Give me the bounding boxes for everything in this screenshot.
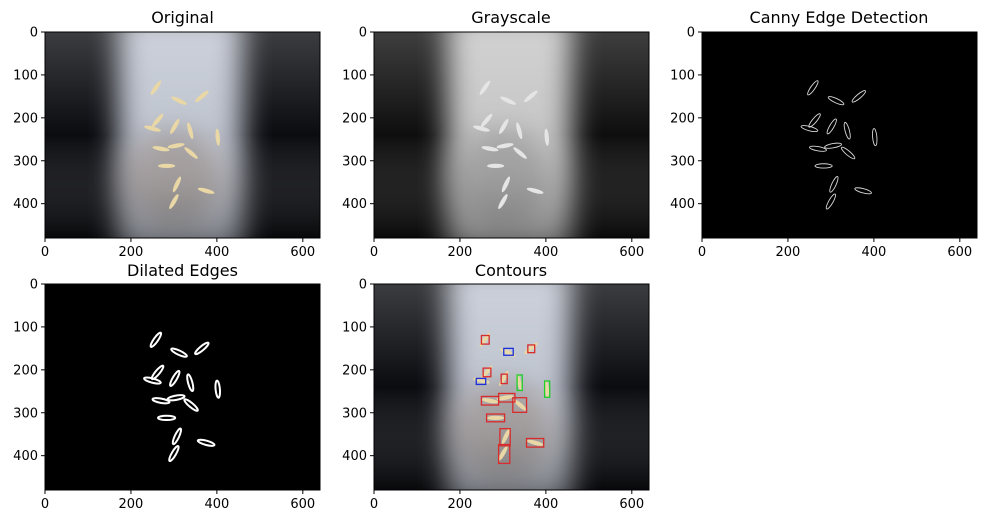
vignette bbox=[374, 284, 649, 490]
subplot-title: Dilated Edges bbox=[127, 261, 238, 280]
y-tick-label: 200 bbox=[670, 111, 695, 126]
x-tick-label: 200 bbox=[448, 497, 473, 512]
x-tick-label: 0 bbox=[698, 245, 706, 260]
y-tick-label: 0 bbox=[359, 278, 367, 293]
y-tick-label: 300 bbox=[13, 154, 38, 169]
x-tick-label: 200 bbox=[776, 245, 801, 260]
x-tick-label: 600 bbox=[619, 245, 644, 260]
rice-grain bbox=[487, 416, 504, 420]
y-tick-label: 400 bbox=[342, 197, 367, 212]
y-tick-label: 400 bbox=[342, 449, 367, 464]
x-tick-label: 0 bbox=[41, 497, 49, 512]
x-tick-label: 200 bbox=[119, 245, 144, 260]
image-background bbox=[702, 32, 977, 238]
y-tick-label: 300 bbox=[670, 154, 695, 169]
x-tick-label: 400 bbox=[533, 497, 558, 512]
image-area bbox=[45, 284, 320, 490]
y-tick-label: 300 bbox=[342, 154, 367, 169]
image-background bbox=[45, 284, 320, 490]
y-tick-label: 200 bbox=[13, 111, 38, 126]
subplot-original: Original 0 200 400 600 0 100 200 300 400 bbox=[13, 8, 320, 260]
vignette bbox=[45, 32, 320, 238]
y-tick-label: 200 bbox=[342, 111, 367, 126]
x-tick-label: 0 bbox=[370, 245, 378, 260]
x-tick-label: 400 bbox=[861, 245, 886, 260]
subplot-grayscale: Grayscale 0 200 400 600 0 100 200 300 400 bbox=[342, 8, 649, 260]
x-tick-label: 400 bbox=[204, 497, 229, 512]
image-area bbox=[374, 264, 649, 510]
x-tick-label: 600 bbox=[290, 245, 315, 260]
y-tick-label: 100 bbox=[670, 68, 695, 83]
x-tick-label: 200 bbox=[119, 497, 144, 512]
x-tick-label: 200 bbox=[448, 245, 473, 260]
image-content bbox=[702, 32, 977, 238]
subplot-title: Contours bbox=[475, 261, 547, 280]
image-area bbox=[45, 12, 320, 258]
y-tick-label: 400 bbox=[13, 449, 38, 464]
x-tick-label: 400 bbox=[204, 245, 229, 260]
y-tick-label: 400 bbox=[13, 197, 38, 212]
y-tick-label: 0 bbox=[359, 26, 367, 41]
y-tick-label: 100 bbox=[13, 320, 38, 335]
y-tick-label: 400 bbox=[670, 197, 695, 212]
subplot-title: Canny Edge Detection bbox=[750, 8, 929, 27]
y-tick-label: 100 bbox=[342, 320, 367, 335]
image-area bbox=[702, 32, 977, 238]
x-tick-label: 600 bbox=[619, 497, 644, 512]
subplot-title: Original bbox=[151, 8, 214, 27]
x-tick-label: 600 bbox=[290, 497, 315, 512]
x-tick-label: 0 bbox=[370, 497, 378, 512]
subplot-contours: Contours 0 200 400 600 0 100 200 300 400 bbox=[342, 261, 649, 512]
image-content bbox=[374, 264, 649, 510]
subplot-title: Grayscale bbox=[471, 8, 550, 27]
y-tick-label: 0 bbox=[30, 278, 38, 293]
y-tick-label: 200 bbox=[13, 363, 38, 378]
vignette bbox=[374, 32, 649, 238]
rice-grain bbox=[158, 164, 175, 168]
y-tick-label: 200 bbox=[342, 363, 367, 378]
y-tick-label: 300 bbox=[13, 406, 38, 421]
y-tick-label: 0 bbox=[687, 26, 695, 41]
subplot-canny: Canny Edge Detection 0 200 400 600 0 100 200 30… bbox=[670, 8, 977, 260]
image-content bbox=[374, 12, 649, 258]
y-tick-label: 100 bbox=[13, 68, 38, 83]
rice-grain bbox=[487, 164, 504, 168]
subplot-dilated: Dilated Edges 0 200 400 600 0 100 200 300 400 bbox=[13, 261, 320, 512]
x-tick-label: 400 bbox=[533, 245, 558, 260]
x-tick-label: 600 bbox=[947, 245, 972, 260]
y-tick-label: 0 bbox=[30, 26, 38, 41]
x-tick-label: 0 bbox=[41, 245, 49, 260]
image-content bbox=[45, 12, 320, 258]
image-content bbox=[45, 284, 320, 490]
y-tick-label: 300 bbox=[342, 406, 367, 421]
y-tick-label: 100 bbox=[342, 68, 367, 83]
image-area bbox=[374, 12, 649, 258]
